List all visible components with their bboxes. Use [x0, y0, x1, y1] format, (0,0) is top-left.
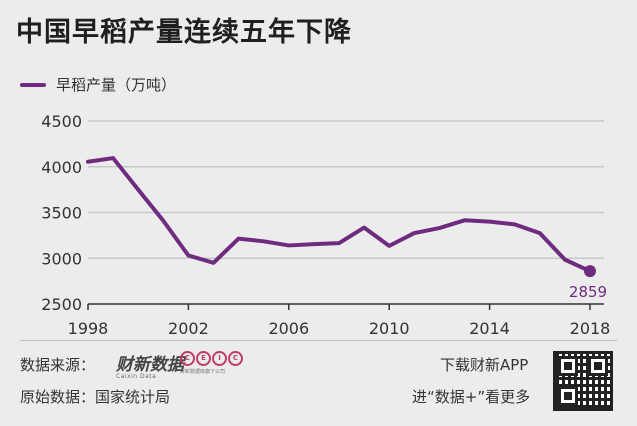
- y-tick-label: 4000: [41, 158, 82, 177]
- brand-sub: Caixin Data: [116, 373, 157, 380]
- series-line: [86, 156, 592, 274]
- caixin-logo: 财新数据 Caixin Data: [116, 350, 184, 380]
- y-tick-label: 3500: [41, 204, 82, 223]
- x-tick-label: 2010: [369, 319, 410, 338]
- chart-title: 中国早稻产量连续五年下降: [16, 17, 352, 48]
- y-tick-label: 3000: [41, 249, 82, 268]
- brand-name: 财新数据: [116, 355, 184, 375]
- x-tick-label: 2018: [570, 319, 611, 338]
- line-chart: 2500 3000 3500 4000 4500 1998 2002 2006 2010 2014…: [41, 112, 611, 338]
- ceic-letter: C: [180, 351, 195, 366]
- end-point-marker: [584, 265, 596, 278]
- footer-divider: [20, 340, 617, 341]
- ceic-letter: C: [228, 351, 243, 366]
- end-value-label: 2859: [569, 283, 607, 301]
- download-app-text: 下载财新APP: [440, 356, 529, 374]
- source-label: 数据来源：: [20, 356, 96, 374]
- x-tick-label: 2002: [168, 319, 209, 338]
- more-data-text: 进“数据+”看更多: [412, 388, 531, 406]
- x-tick-label: 2006: [268, 319, 309, 338]
- y-tick-label: 4500: [41, 112, 82, 131]
- legend: 早稻产量（万吨）: [20, 74, 176, 95]
- ceic-subtitle: 财新数据库旗下公司: [180, 369, 226, 375]
- ceic-logo: C E I C: [180, 351, 243, 366]
- x-tick-label: 2014: [469, 319, 510, 338]
- ceic-letter: I: [212, 351, 227, 366]
- legend-label: 早稻产量（万吨）: [56, 76, 177, 94]
- qr-code-icon[interactable]: [553, 351, 613, 411]
- ceic-letter: E: [196, 351, 211, 366]
- origin-label: 原始数据：国家统计局: [20, 388, 171, 406]
- legend-swatch: [20, 82, 46, 87]
- x-tick-label: 1998: [68, 319, 109, 338]
- y-tick-label: 2500: [41, 295, 82, 314]
